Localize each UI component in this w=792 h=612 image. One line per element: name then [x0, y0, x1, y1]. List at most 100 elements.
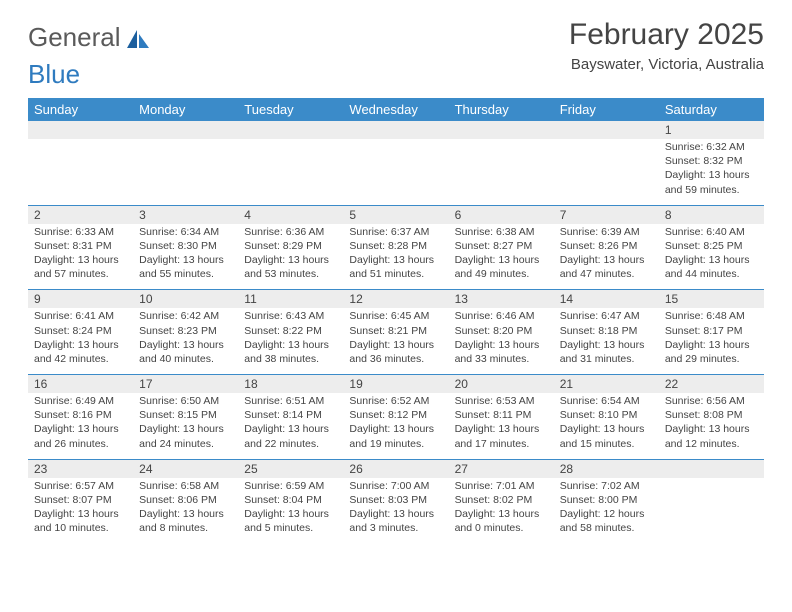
sunrise-text: Sunrise: 6:33 AM	[34, 225, 127, 239]
day-number-cell: 11	[238, 290, 343, 308]
sunset-text: Sunset: 8:12 PM	[349, 408, 442, 422]
daylight-text: Daylight: 13 hours and 33 minutes.	[455, 338, 548, 366]
sunset-text: Sunset: 8:23 PM	[139, 324, 232, 338]
sunrise-text: Sunrise: 6:45 AM	[349, 309, 442, 323]
sunrise-text: Sunrise: 6:49 AM	[34, 394, 127, 408]
day-detail-row: Sunrise: 6:41 AMSunset: 8:24 PMDaylight:…	[28, 308, 764, 374]
sunset-text: Sunset: 8:02 PM	[455, 493, 548, 507]
day-detail-cell	[659, 478, 764, 544]
day-number-cell: 13	[449, 290, 554, 308]
day-detail-cell: Sunrise: 6:51 AMSunset: 8:14 PMDaylight:…	[238, 393, 343, 459]
day-number-cell: 28	[554, 460, 659, 478]
day-number-cell: 27	[449, 460, 554, 478]
sunset-text: Sunset: 8:00 PM	[560, 493, 653, 507]
sunset-text: Sunset: 8:22 PM	[244, 324, 337, 338]
day-number-cell: 15	[659, 290, 764, 308]
daylight-text: Daylight: 13 hours and 3 minutes.	[349, 507, 442, 535]
sunrise-text: Sunrise: 7:01 AM	[455, 479, 548, 493]
day-number-cell: 1	[659, 121, 764, 139]
day-detail-cell: Sunrise: 6:43 AMSunset: 8:22 PMDaylight:…	[238, 308, 343, 374]
sunset-text: Sunset: 8:17 PM	[665, 324, 758, 338]
day-number-cell	[449, 121, 554, 139]
day-header: Sunday	[28, 98, 133, 121]
daylight-text: Daylight: 13 hours and 29 minutes.	[665, 338, 758, 366]
day-number-cell: 4	[238, 206, 343, 224]
day-detail-cell: Sunrise: 6:52 AMSunset: 8:12 PMDaylight:…	[343, 393, 448, 459]
day-number-row: 2345678	[28, 206, 764, 224]
day-detail-cell	[28, 139, 133, 205]
day-number-cell	[554, 121, 659, 139]
day-detail-cell: Sunrise: 6:56 AMSunset: 8:08 PMDaylight:…	[659, 393, 764, 459]
day-number-cell: 5	[343, 206, 448, 224]
sunrise-text: Sunrise: 7:02 AM	[560, 479, 653, 493]
sunset-text: Sunset: 8:30 PM	[139, 239, 232, 253]
daylight-text: Daylight: 13 hours and 12 minutes.	[665, 422, 758, 450]
day-number-row: 16171819202122	[28, 375, 764, 393]
day-number-cell: 16	[28, 375, 133, 393]
sunset-text: Sunset: 8:14 PM	[244, 408, 337, 422]
day-detail-cell	[449, 139, 554, 205]
day-number-cell: 3	[133, 206, 238, 224]
day-number-cell: 18	[238, 375, 343, 393]
page-title: February 2025	[569, 18, 764, 52]
sunrise-text: Sunrise: 6:34 AM	[139, 225, 232, 239]
sunset-text: Sunset: 8:16 PM	[34, 408, 127, 422]
daylight-text: Daylight: 12 hours and 58 minutes.	[560, 507, 653, 535]
day-detail-cell: Sunrise: 6:57 AMSunset: 8:07 PMDaylight:…	[28, 478, 133, 544]
sunrise-text: Sunrise: 6:39 AM	[560, 225, 653, 239]
daylight-text: Daylight: 13 hours and 24 minutes.	[139, 422, 232, 450]
day-detail-row: Sunrise: 6:49 AMSunset: 8:16 PM Daylight:…	[28, 393, 764, 459]
sunrise-text: Sunrise: 6:37 AM	[349, 225, 442, 239]
daylight-text: Daylight: 13 hours and 0 minutes.	[455, 507, 548, 535]
day-detail-row: Sunrise: 6:57 AMSunset: 8:07 PMDaylight:…	[28, 478, 764, 544]
day-detail-cell: Sunrise: 6:58 AMSunset: 8:06 PMDaylight:…	[133, 478, 238, 544]
day-number-cell: 24	[133, 460, 238, 478]
sunset-text: Sunset: 8:06 PM	[139, 493, 232, 507]
sunrise-text: Sunrise: 6:42 AM	[139, 309, 232, 323]
logo: General	[28, 18, 153, 53]
sunset-text: Sunset: 8:20 PM	[455, 324, 548, 338]
day-detail-cell: Sunrise: 6:36 AMSunset: 8:29 PMDaylight:…	[238, 224, 343, 290]
daylight-text: Daylight: 13 hours and 38 minutes.	[244, 338, 337, 366]
day-header: Saturday	[659, 98, 764, 121]
sunrise-text: Sunrise: 6:40 AM	[665, 225, 758, 239]
sunset-text: Sunset: 8:18 PM	[560, 324, 653, 338]
daylight-text: Daylight: 13 hours and 19 minutes.	[349, 422, 442, 450]
day-detail-cell: Sunrise: 6:32 AMSunset: 8:32 PMDaylight:…	[659, 139, 764, 205]
day-detail-cell	[133, 139, 238, 205]
sunrise-text: Sunrise: 6:59 AM	[244, 479, 337, 493]
daylight-text: Daylight: 13 hours and 47 minutes.	[560, 253, 653, 281]
day-detail-cell: Sunrise: 6:53 AMSunset: 8:11 PMDaylight:…	[449, 393, 554, 459]
daylight-text: Daylight: 13 hours and 44 minutes.	[665, 253, 758, 281]
sunrise-text: Sunrise: 6:56 AM	[665, 394, 758, 408]
day-detail-cell: Sunrise: 7:02 AMSunset: 8:00 PMDaylight:…	[554, 478, 659, 544]
sunrise-text: Sunrise: 6:58 AM	[139, 479, 232, 493]
day-number-cell: 26	[343, 460, 448, 478]
day-number-cell: 22	[659, 375, 764, 393]
day-detail-cell: Sunrise: 6:37 AMSunset: 8:28 PMDaylight:…	[343, 224, 448, 290]
day-header: Monday	[133, 98, 238, 121]
sunrise-text: Sunrise: 6:32 AM	[665, 140, 758, 154]
daylight-text: Daylight: 13 hours and 22 minutes.	[244, 422, 337, 450]
day-detail-cell: Sunrise: 6:41 AMSunset: 8:24 PMDaylight:…	[28, 308, 133, 374]
sunrise-text: Sunrise: 6:51 AM	[244, 394, 337, 408]
day-detail-cell: Sunrise: 7:00 AMSunset: 8:03 PMDaylight:…	[343, 478, 448, 544]
day-detail-cell: Sunrise: 6:59 AMSunset: 8:04 PMDaylight:…	[238, 478, 343, 544]
day-header: Thursday	[449, 98, 554, 121]
day-detail-cell: Sunrise: 6:48 AMSunset: 8:17 PMDaylight:…	[659, 308, 764, 374]
daylight-text: Daylight: 13 hours and 42 minutes.	[34, 338, 127, 366]
day-detail-cell: Sunrise: 6:34 AMSunset: 8:30 PMDaylight:…	[133, 224, 238, 290]
day-number-cell: 6	[449, 206, 554, 224]
daylight-text: Daylight: 13 hours and 59 minutes.	[665, 168, 758, 196]
sunrise-text: Sunrise: 6:53 AM	[455, 394, 548, 408]
daylight-text: Daylight: 13 hours and 49 minutes.	[455, 253, 548, 281]
sunset-text: Sunset: 8:21 PM	[349, 324, 442, 338]
day-number-cell: 17	[133, 375, 238, 393]
day-detail-cell: Sunrise: 6:42 AMSunset: 8:23 PMDaylight:…	[133, 308, 238, 374]
sunset-text: Sunset: 8:04 PM	[244, 493, 337, 507]
day-header-row: Sunday Monday Tuesday Wednesday Thursday…	[28, 98, 764, 121]
daylight-text: Daylight: 13 hours and 40 minutes.	[139, 338, 232, 366]
daylight-text: Daylight: 13 hours and 17 minutes.	[455, 422, 548, 450]
daylight-text: Daylight: 13 hours and 51 minutes.	[349, 253, 442, 281]
day-detail-cell	[554, 139, 659, 205]
